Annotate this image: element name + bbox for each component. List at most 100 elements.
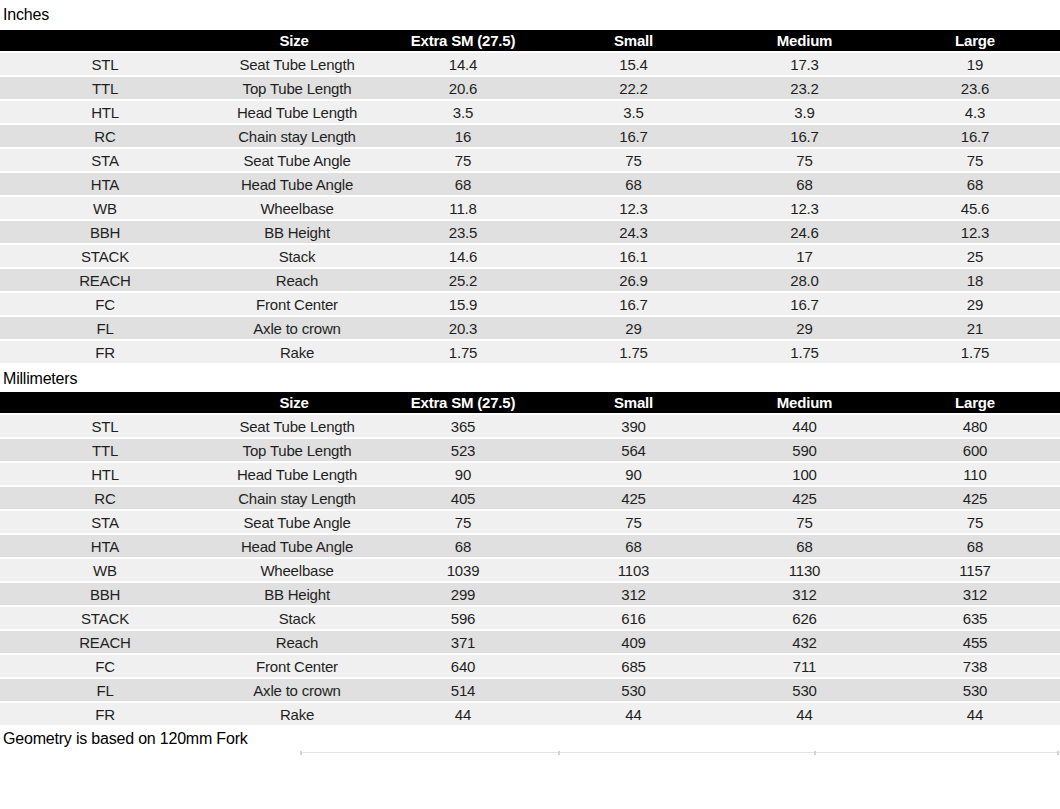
table-row: REACHReach25.226.928.018: [0, 268, 1060, 292]
row-name: Front Center: [210, 654, 378, 678]
row-value: 1157: [890, 558, 1060, 582]
row-abbr: HTL: [0, 462, 210, 486]
row-value: 45.6: [890, 196, 1060, 220]
row-value: 312: [719, 582, 890, 606]
row-abbr: STACK: [0, 606, 210, 630]
row-value: 523: [378, 438, 548, 462]
table-row: FLAxle to crown20.3292921: [0, 316, 1060, 340]
row-name: Chain stay Length: [210, 486, 378, 510]
row-name: Head Tube Angle: [210, 172, 378, 196]
table-row: RCChain stay Length1616.716.716.7: [0, 124, 1060, 148]
column-header: Size: [210, 392, 378, 414]
table-row: FRRake44444444: [0, 702, 1060, 726]
row-name: Wheelbase: [210, 558, 378, 582]
geometry-sheet: Inches SizeExtra SM (27.5)SmallMediumLar…: [0, 0, 1060, 809]
row-value: 29: [719, 316, 890, 340]
header-row: SizeExtra SM (27.5)SmallMediumLarge: [0, 30, 1060, 52]
row-value: 480: [890, 414, 1060, 438]
row-value: 75: [719, 148, 890, 172]
row-value: 24.3: [548, 220, 719, 244]
column-header: Size: [210, 30, 378, 52]
row-value: 68: [548, 172, 719, 196]
footer-note: Geometry is based on 120mm Fork: [0, 727, 1060, 751]
row-abbr: FL: [0, 316, 210, 340]
table-row: STASeat Tube Angle75757575: [0, 510, 1060, 534]
column-header: Extra SM (27.5): [378, 30, 548, 52]
row-value: 25.2: [378, 268, 548, 292]
row-abbr: REACH: [0, 268, 210, 292]
row-value: 530: [548, 678, 719, 702]
row-value: 25: [890, 244, 1060, 268]
gridline-remnant-tick: [814, 751, 816, 755]
row-value: 1103: [548, 558, 719, 582]
row-value: 635: [890, 606, 1060, 630]
table-row: FCFront Center15.916.716.729: [0, 292, 1060, 316]
row-value: 75: [890, 148, 1060, 172]
row-value: 626: [719, 606, 890, 630]
table-row: BBHBB Height299312312312: [0, 582, 1060, 606]
table-row: RCChain stay Length405425425425: [0, 486, 1060, 510]
row-value: 738: [890, 654, 1060, 678]
row-abbr: STL: [0, 52, 210, 76]
row-value: 22.2: [548, 76, 719, 100]
row-value: 28.0: [719, 268, 890, 292]
row-value: 16.7: [548, 124, 719, 148]
row-value: 3.9: [719, 100, 890, 124]
row-value: 68: [719, 172, 890, 196]
row-abbr: WB: [0, 196, 210, 220]
row-value: 16.7: [719, 292, 890, 316]
header-row: SizeExtra SM (27.5)SmallMediumLarge: [0, 392, 1060, 414]
row-name: Seat Tube Length: [210, 414, 378, 438]
row-abbr: HTA: [0, 172, 210, 196]
row-value: 425: [548, 486, 719, 510]
table-row: STLSeat Tube Length14.415.417.319: [0, 52, 1060, 76]
table-row: WBWheelbase1039110311301157: [0, 558, 1060, 582]
row-value: 20.6: [378, 76, 548, 100]
row-value: 371: [378, 630, 548, 654]
row-abbr: STACK: [0, 244, 210, 268]
row-name: Seat Tube Length: [210, 52, 378, 76]
row-name: Stack: [210, 244, 378, 268]
row-value: 596: [378, 606, 548, 630]
row-value: 110: [890, 462, 1060, 486]
row-value: 16.7: [548, 292, 719, 316]
row-value: 26.9: [548, 268, 719, 292]
row-abbr: FC: [0, 654, 210, 678]
gridline-remnant-line: [300, 752, 1060, 753]
row-value: 19: [890, 52, 1060, 76]
row-name: Axle to crown: [210, 678, 378, 702]
table-row: HTLHead Tube Length9090100110: [0, 462, 1060, 486]
row-value: 14.6: [378, 244, 548, 268]
row-value: 68: [378, 172, 548, 196]
row-value: 75: [378, 510, 548, 534]
section-label-inches: Inches: [0, 0, 1060, 30]
row-value: 44: [548, 702, 719, 726]
row-abbr: BBH: [0, 582, 210, 606]
row-value: 29: [890, 292, 1060, 316]
row-value: 640: [378, 654, 548, 678]
gridline-remnant: [0, 751, 1060, 755]
row-name: Head Tube Length: [210, 100, 378, 124]
row-abbr: FC: [0, 292, 210, 316]
row-value: 530: [719, 678, 890, 702]
column-header: [0, 30, 210, 52]
row-value: 68: [378, 534, 548, 558]
row-name: Front Center: [210, 292, 378, 316]
row-value: 616: [548, 606, 719, 630]
row-value: 16: [378, 124, 548, 148]
gridline-remnant-tick: [558, 751, 560, 755]
row-value: 16.7: [719, 124, 890, 148]
column-header: [0, 392, 210, 414]
row-value: 23.6: [890, 76, 1060, 100]
row-value: 16.7: [890, 124, 1060, 148]
row-value: 425: [890, 486, 1060, 510]
row-name: BB Height: [210, 582, 378, 606]
row-value: 455: [890, 630, 1060, 654]
row-value: 299: [378, 582, 548, 606]
row-value: 530: [890, 678, 1060, 702]
row-value: 16.1: [548, 244, 719, 268]
row-name: Chain stay Length: [210, 124, 378, 148]
row-value: 425: [719, 486, 890, 510]
table-row: HTAHead Tube Angle68686868: [0, 172, 1060, 196]
row-value: 432: [719, 630, 890, 654]
